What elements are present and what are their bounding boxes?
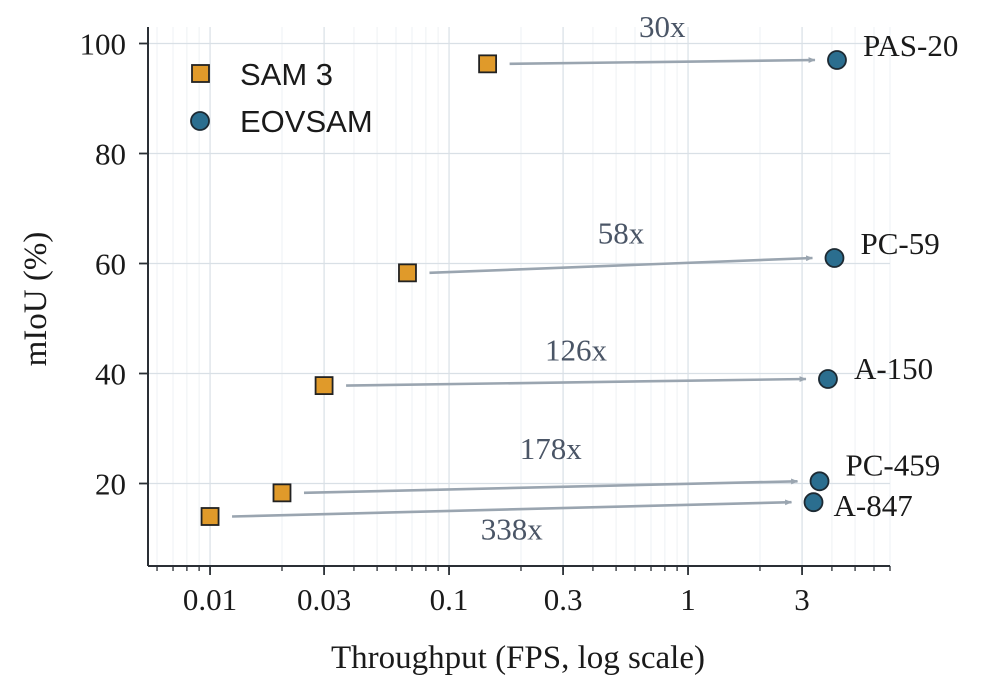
annotations: 30x 58x 126x 178x 338x PAS-20 PC-59 A-150 PC-459… [481,9,959,546]
eovsam-point [809,471,830,492]
y-tick-label: 100 [80,27,127,62]
y-tick-label: 60 [95,247,126,282]
y-tick-label: 20 [95,467,126,502]
data-points [200,50,847,526]
speedup-arrow [429,255,814,275]
dataset-label: PAS-20 [863,28,958,63]
speedup-label: 126x [545,332,608,367]
speedup-arrow [346,376,807,387]
axes: 0.01 0.03 0.1 0.3 1 3 20 40 60 80 100 [80,27,891,617]
y-axis-title: mIoU (%) [18,232,54,367]
legend-eovsam-marker [190,111,210,131]
x-tick-label: 3 [794,582,810,617]
dataset-label: PC-59 [860,226,939,261]
speedup-arrow [303,478,799,495]
y-tick-label: 80 [95,137,126,172]
sam3-point [314,376,334,396]
speedup-label: 58x [598,215,645,250]
x-tick-label: 0.1 [430,582,469,617]
eovsam-point [818,369,838,389]
speedup-arrows [232,57,816,518]
dataset-label: A-847 [834,488,913,523]
grid [148,27,891,566]
x-tick-label: 0.03 [297,582,351,617]
x-tick-label: 0.3 [544,582,583,617]
speedup-label: 338x [481,511,544,546]
eovsam-point [827,50,847,70]
legend-sam3-label: SAM 3 [240,57,333,92]
speedup-label: 30x [639,9,686,44]
speedup-arrow [509,57,816,66]
eovsam-point [803,492,824,513]
speedup-arrow [232,499,793,518]
x-axis-title: Throughput (FPS, log scale) [331,640,705,676]
sam3-point [398,263,417,283]
speedup-label: 178x [520,431,583,466]
sam3-point [272,483,292,503]
sam3-point [478,54,498,74]
legend: SAM 3 EOVSAM [190,57,373,139]
eovsam-point [824,248,845,268]
sam3-point [200,507,220,526]
legend-eovsam-label: EOVSAM [240,104,373,139]
dataset-label: PC-459 [846,447,941,482]
y-tick-label: 40 [95,357,126,392]
x-tick-label: 0.01 [183,582,237,617]
dataset-label: A-150 [854,351,933,386]
legend-sam3-marker [191,64,210,83]
x-tick-label: 1 [680,582,696,617]
